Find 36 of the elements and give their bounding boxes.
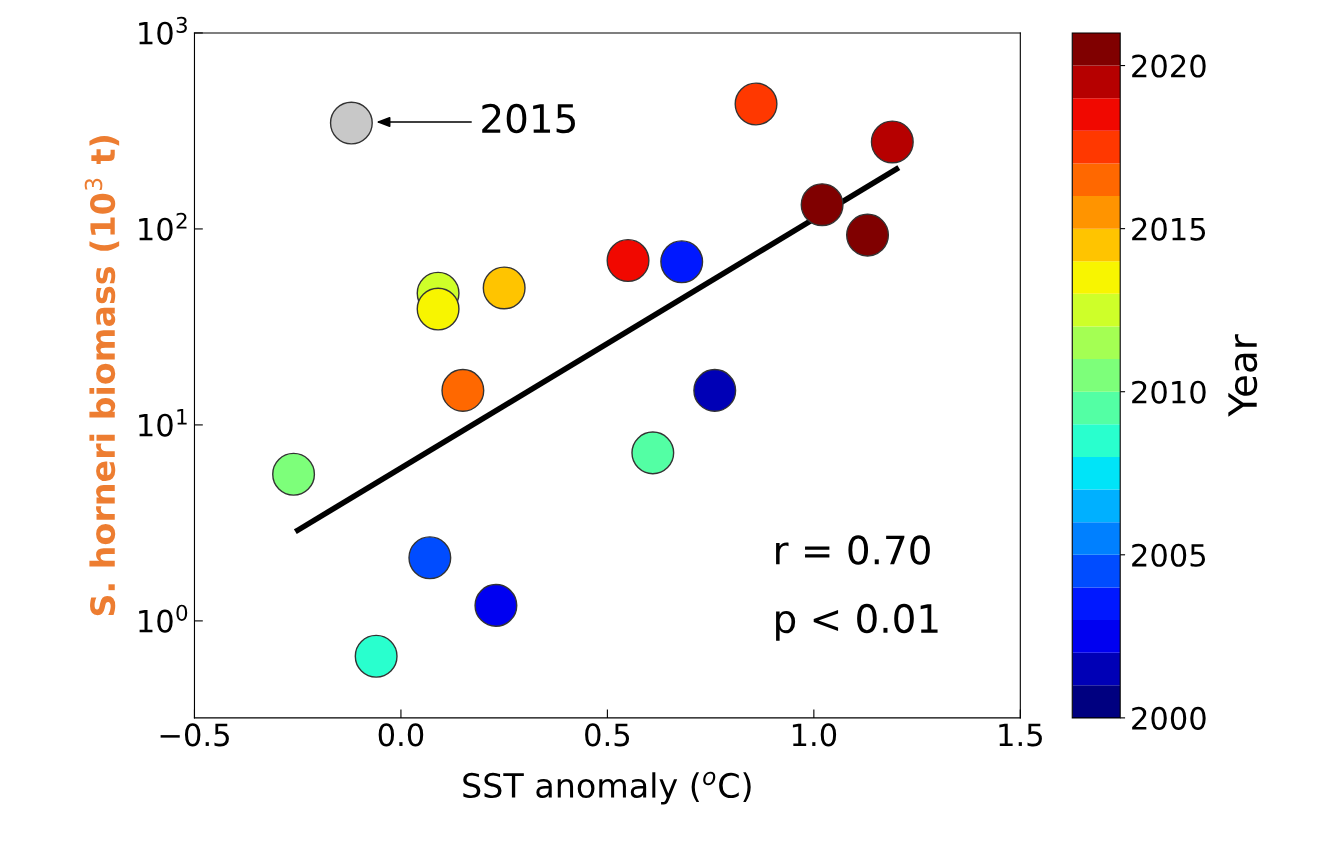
x-tick-label: −0.5	[160, 723, 229, 747]
point	[693, 368, 737, 412]
point	[354, 634, 398, 678]
point	[441, 368, 485, 412]
x-tick-label: 0.0	[378, 723, 424, 747]
point	[631, 431, 675, 475]
point	[846, 213, 890, 257]
point	[606, 238, 650, 283]
y-tick-label: 10$^{0}$	[139, 604, 188, 633]
color-bar-label: 2010	[1132, 380, 1206, 404]
y-tick-label: 10$^{2}$	[139, 212, 187, 241]
x-axis-title: SST anomaly ($^{o}$C)	[463, 771, 751, 805]
point	[474, 583, 518, 627]
annotation: p < 0.01	[776, 603, 938, 641]
color-bar-title: Year	[1228, 334, 1258, 417]
color-bar-label: 2015	[1132, 217, 1206, 241]
point	[272, 452, 316, 496]
color-bar-label: 2000	[1132, 706, 1206, 730]
point	[660, 240, 704, 284]
color-bar-label: 2020	[1132, 54, 1206, 78]
x-tick-label: 1.5	[999, 723, 1042, 747]
x-tick-label: 1.0	[792, 723, 837, 747]
point	[408, 536, 452, 580]
y-axis-title: S. horneri biomass (10$^{3}$ t)	[84, 136, 120, 616]
y-tick-label: 10$^{3}$	[139, 16, 187, 45]
y-tick-label: 10$^{1}$	[139, 409, 187, 437]
point	[870, 120, 914, 164]
point	[416, 287, 460, 331]
point	[482, 266, 526, 310]
point	[734, 82, 778, 126]
annotation: r = 0.70	[776, 535, 930, 565]
x-tick-label: 0.5	[585, 723, 630, 747]
color-bar-label: 2005	[1132, 543, 1206, 567]
point	[800, 183, 844, 227]
point	[329, 101, 373, 145]
annotation: 2015	[482, 103, 575, 134]
